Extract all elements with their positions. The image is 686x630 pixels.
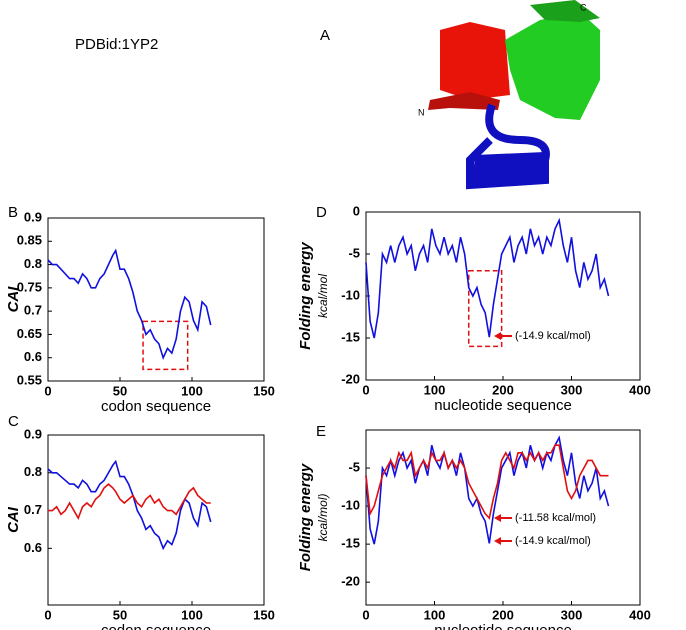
protein-structure xyxy=(428,0,600,190)
x-tick-label: 300 xyxy=(561,382,583,397)
annotation-arrowhead xyxy=(494,537,501,545)
y-tick-label: -10 xyxy=(341,498,360,513)
x-tick-label: 50 xyxy=(113,607,127,622)
plot-frame xyxy=(47,434,265,606)
x-tick-label: 0 xyxy=(44,607,51,622)
y-tick-label: -5 xyxy=(348,245,360,260)
panel-label: B xyxy=(8,204,18,221)
y-tick-label: 0.55 xyxy=(17,372,42,387)
y-tick-label: 0.85 xyxy=(17,233,42,248)
x-tick-label: 0 xyxy=(44,383,51,398)
x-tick-label: 150 xyxy=(253,607,275,622)
panel-label: A xyxy=(320,27,330,44)
y-tick-label: 0.9 xyxy=(24,209,42,224)
data-line xyxy=(48,483,211,520)
data-line xyxy=(365,444,609,520)
highlight-box xyxy=(468,270,503,348)
x-tick-label: 50 xyxy=(113,383,127,398)
y-tick-label: -5 xyxy=(348,459,360,474)
y-tick-label: -10 xyxy=(341,287,360,302)
y-tick-label: 0.9 xyxy=(24,426,42,441)
y-tick-label: 0 xyxy=(353,203,360,218)
y-tick-label: 0.8 xyxy=(24,464,42,479)
annotation: (-14.9 kcal/mol) xyxy=(515,535,591,547)
y-tick-label: 0.65 xyxy=(17,326,42,341)
y-tick-label: 0.7 xyxy=(24,502,42,517)
c-terminus-label: C xyxy=(580,2,587,12)
panel-label: D xyxy=(316,204,327,221)
y-axis-label: CAI xyxy=(5,506,22,533)
x-tick-label: 100 xyxy=(424,607,446,622)
x-tick-label: 100 xyxy=(181,607,203,622)
x-axis-label: codon sequence xyxy=(101,398,211,415)
x-tick-label: 100 xyxy=(424,382,446,397)
panel-label: C xyxy=(8,413,19,430)
x-tick-label: 300 xyxy=(561,607,583,622)
data-line xyxy=(365,435,610,545)
panel-label: E xyxy=(316,423,326,440)
y-tick-label: 0.8 xyxy=(24,256,42,271)
x-tick-label: 0 xyxy=(362,607,369,622)
x-tick-label: 0 xyxy=(362,382,369,397)
y-axis-label: CAI xyxy=(5,286,22,313)
x-tick-label: 150 xyxy=(253,383,275,398)
y-tick-label: -15 xyxy=(341,536,360,551)
x-axis-label: codon sequence xyxy=(101,622,211,630)
x-axis-label: nucleotide sequence xyxy=(434,622,572,630)
data-line xyxy=(365,217,610,339)
y-axis-label: Folding energy xyxy=(297,242,314,350)
n-terminus-label: N xyxy=(418,107,425,117)
plot-frame xyxy=(47,217,265,382)
annotation: (-11.58 kcal/mol) xyxy=(515,512,596,524)
x-tick-label: 400 xyxy=(629,607,651,622)
highlight-box xyxy=(142,320,189,371)
annotation: (-14.9 kcal/mol) xyxy=(515,330,591,342)
y-tick-label: -15 xyxy=(341,329,360,344)
x-tick-label: 200 xyxy=(492,607,514,622)
x-tick-label: 200 xyxy=(492,382,514,397)
y-tick-label: -20 xyxy=(341,574,360,589)
y-tick-label: 0.6 xyxy=(24,349,42,364)
y-tick-label: 0.7 xyxy=(24,303,42,318)
y-axis-unit: kcal/mol) xyxy=(316,493,330,541)
x-tick-label: 100 xyxy=(181,383,203,398)
annotation-arrowhead xyxy=(494,514,501,522)
x-tick-label: 400 xyxy=(629,382,651,397)
y-tick-label: 0.75 xyxy=(17,279,42,294)
pdb-id: PDBid:1YP2 xyxy=(75,36,158,53)
y-tick-label: 0.6 xyxy=(24,540,42,555)
y-tick-label: -20 xyxy=(341,371,360,386)
data-line xyxy=(47,248,212,360)
y-axis-unit: kcal/mol xyxy=(316,274,330,318)
x-axis-label: nucleotide sequence xyxy=(434,397,572,414)
annotation-arrowhead xyxy=(494,332,501,340)
y-axis-label: Folding energy xyxy=(297,463,314,571)
